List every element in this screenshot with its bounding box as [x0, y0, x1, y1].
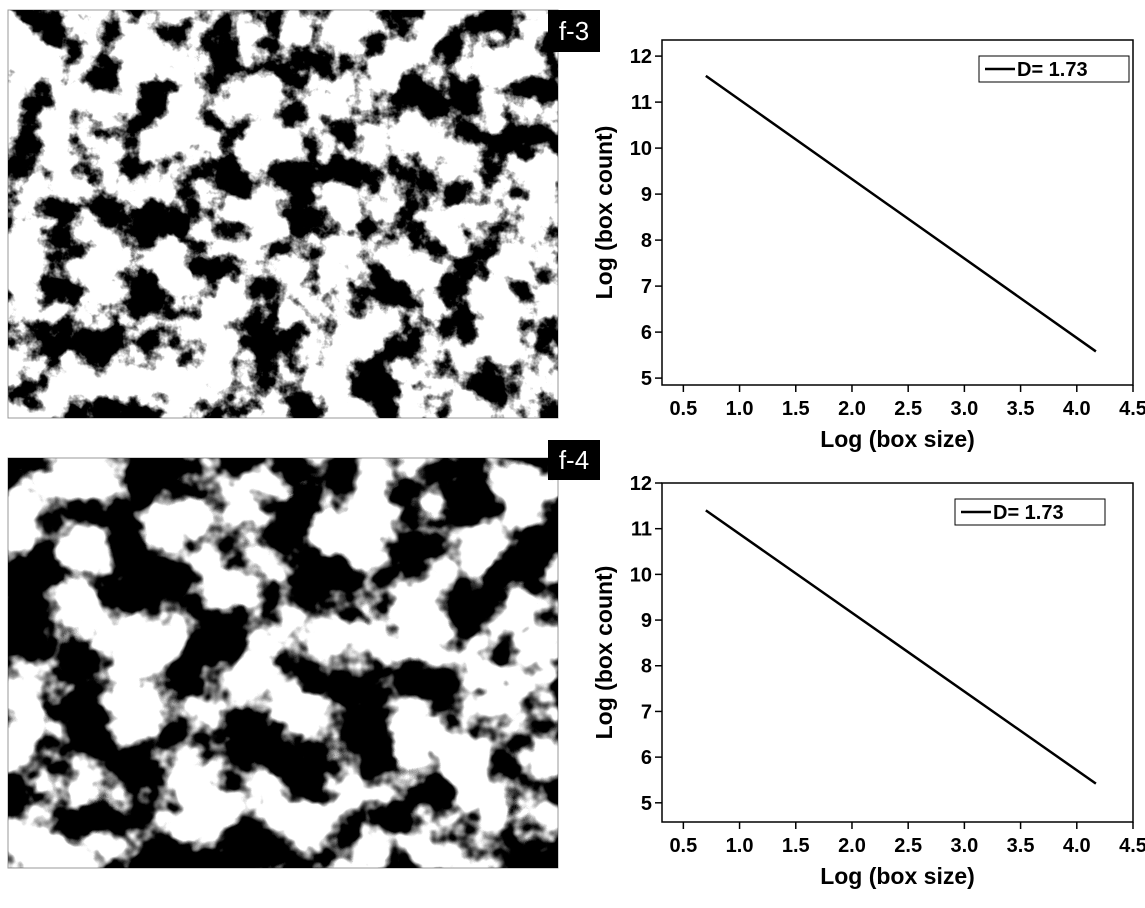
y-tick-label: 5: [641, 793, 652, 815]
line-series: [705, 509, 1097, 785]
panel-label-box: [548, 440, 600, 480]
y-tick-label: 9: [641, 610, 652, 632]
y-tick-label: 12: [630, 473, 652, 495]
x-tick-label: 0.5: [669, 398, 697, 420]
y-tick-label: 8: [641, 230, 652, 252]
y-tick-label: 10: [630, 138, 652, 160]
x-tick-label: 2.5: [894, 835, 922, 857]
panel-label: f-4: [559, 445, 589, 475]
x-tick-label: 4.0: [1063, 835, 1091, 857]
x-tick-label: 1.5: [782, 835, 810, 857]
micrograph-texture: [8, 10, 558, 418]
x-tick-label: 2.5: [894, 398, 922, 420]
y-axis-title: Log (box count): [591, 126, 617, 300]
y-tick-label: 7: [641, 701, 652, 723]
x-tick-label: 2.0: [838, 398, 866, 420]
x-tick-label: 1.5: [782, 398, 810, 420]
x-tick-label: 3.0: [950, 835, 978, 857]
x-tick-label: 4.5: [1119, 835, 1145, 857]
x-tick-label: 4.0: [1063, 398, 1091, 420]
y-tick-label: 11: [631, 92, 652, 114]
y-tick-label: 6: [641, 322, 652, 344]
x-tick-label: 2.0: [838, 835, 866, 857]
x-axis-title: Log (box size): [820, 426, 975, 452]
panel-label: f-3: [559, 16, 589, 46]
x-tick-label: 3.0: [950, 398, 978, 420]
y-tick-label: 12: [630, 46, 652, 68]
x-tick-label: 0.5: [669, 835, 697, 857]
y-tick-label: 6: [641, 747, 652, 769]
y-axis-title: Log (box count): [591, 566, 617, 740]
legend-label: D= 1.73: [1017, 59, 1088, 81]
line-series: [705, 74, 1097, 353]
x-tick-label: 3.5: [1007, 835, 1035, 857]
x-tick-label: 1.0: [726, 835, 754, 857]
y-tick-label: 7: [641, 276, 652, 298]
plot-frame: [661, 482, 1134, 823]
x-tick-label: 3.5: [1007, 398, 1035, 420]
micrograph-texture: [8, 458, 558, 868]
y-tick-label: 8: [641, 656, 652, 678]
y-tick-label: 9: [641, 184, 652, 206]
y-tick-label: 10: [630, 564, 652, 586]
y-tick-label: 5: [641, 368, 652, 390]
legend-label: D= 1.73: [993, 502, 1064, 524]
panel-label-box: [548, 10, 600, 52]
y-tick-label: 11: [631, 519, 652, 541]
plot-frame: [661, 39, 1134, 386]
x-axis-title: Log (box size): [820, 863, 975, 889]
x-tick-label: 4.5: [1119, 398, 1145, 420]
x-tick-label: 1.0: [726, 398, 754, 420]
